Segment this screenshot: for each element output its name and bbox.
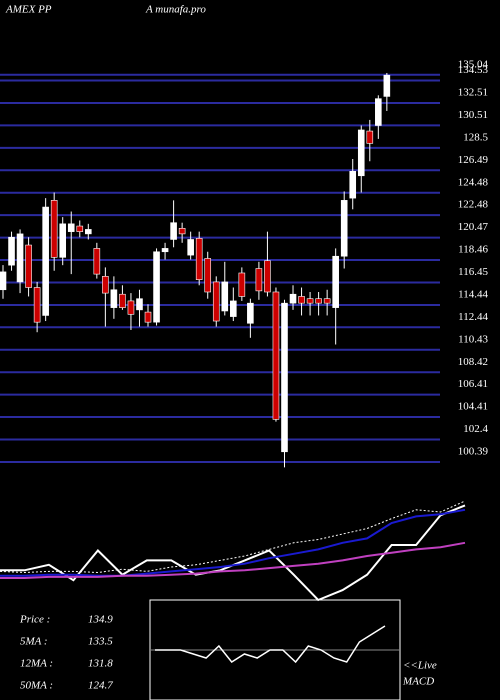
candle-body	[272, 291, 280, 420]
candle-body	[93, 248, 101, 275]
candle-body	[161, 248, 169, 253]
candle-body	[230, 300, 237, 317]
y-tick-label: 104.41	[458, 401, 488, 413]
indicator-line	[0, 500, 466, 574]
y-tick-label: 134.53	[458, 64, 489, 76]
candle-body	[357, 129, 365, 177]
candle-body	[281, 302, 288, 453]
candle-body	[264, 260, 271, 293]
stat-label: Price :	[19, 614, 50, 626]
stat-label: 50MA :	[20, 680, 53, 692]
candle-body	[8, 236, 15, 266]
candle-body	[315, 298, 322, 304]
indicator-line	[0, 541, 466, 579]
y-tick-label: 112.44	[458, 311, 488, 323]
live-label: <<Live	[403, 660, 437, 672]
candle-body	[16, 233, 24, 283]
candle-body	[204, 258, 212, 293]
candle-body	[332, 255, 339, 308]
candle-body	[85, 229, 92, 235]
candle-body	[170, 222, 177, 240]
y-tick-label: 126.49	[458, 154, 489, 166]
y-tick-label: 110.43	[458, 333, 488, 345]
y-tick-label: 128.5	[463, 131, 488, 143]
y-tick-label: 130.51	[458, 109, 488, 121]
stat-value: 133.5	[88, 636, 113, 648]
symbol: AMEX PP	[5, 4, 52, 16]
candle-body	[25, 244, 32, 288]
stat-value: 131.8	[88, 658, 113, 670]
candle-body	[383, 74, 391, 97]
candle-body	[340, 200, 348, 257]
y-tick-label: 135.04	[458, 58, 489, 70]
candle-body	[187, 239, 194, 256]
indicator-line	[0, 508, 466, 577]
candle-body	[110, 289, 118, 308]
candle-body	[212, 281, 220, 322]
source: A munafa.pro	[145, 4, 206, 16]
y-tick-label: 118.46	[458, 244, 488, 256]
candle-body	[247, 302, 254, 324]
y-tick-label: 116.45	[458, 266, 488, 278]
y-tick-label: 122.48	[458, 199, 489, 211]
candle-body	[42, 206, 49, 316]
y-tick-label: 100.39	[458, 445, 489, 457]
candle-body	[238, 272, 246, 297]
macd-label: MACD	[402, 676, 434, 688]
y-tick-label: 124.48	[458, 176, 489, 188]
macd-line	[155, 625, 386, 664]
candle-body	[255, 268, 263, 292]
candle-body	[153, 251, 160, 323]
stat-value: 134.9	[88, 614, 113, 626]
candle-body	[50, 200, 58, 258]
stat-value: 124.7	[88, 680, 113, 692]
candle-body	[375, 98, 382, 126]
candle-body	[195, 238, 203, 280]
y-tick-label: 120.47	[458, 221, 489, 233]
y-tick-label: 132.51	[458, 87, 488, 99]
candle-body	[136, 298, 143, 311]
candle-body	[102, 276, 109, 294]
candle-body	[0, 271, 7, 291]
stat-label: 5MA :	[20, 636, 48, 648]
y-tick-label: 106.41	[458, 378, 488, 390]
candle-body	[178, 227, 186, 235]
y-tick-label: 108.42	[458, 356, 488, 368]
stat-label: 12MA :	[20, 658, 53, 670]
candle-body	[33, 287, 41, 323]
candle-body	[366, 130, 374, 144]
candle-body	[323, 298, 331, 304]
candle-body	[349, 171, 357, 199]
candle-body	[221, 281, 229, 312]
candle-body	[59, 223, 67, 258]
y-tick-label: 114.44	[458, 288, 488, 300]
candle-body	[67, 223, 75, 232]
candle-body	[289, 293, 297, 304]
candle-body	[119, 293, 126, 308]
y-tick-label: 102.4	[463, 423, 488, 435]
candle-body	[298, 296, 305, 304]
candle-body	[306, 298, 314, 304]
candle-body	[144, 311, 152, 323]
candle-body	[76, 225, 84, 232]
candle-body	[127, 300, 135, 315]
